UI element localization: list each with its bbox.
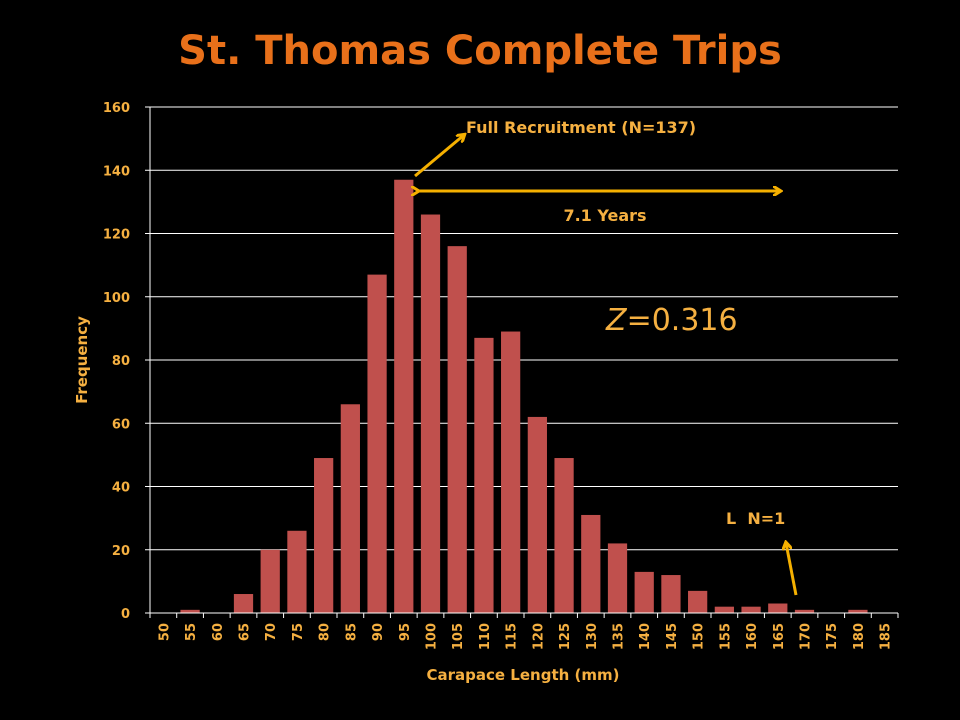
x-tick-label: 185 — [879, 623, 894, 650]
x-tick-labels: 50 55 60 65 70 75 80 85 90 95 100 105 110 115 120 125 13… — [157, 623, 893, 650]
full-recruitment-label: Full Recruitment (N=137) — [466, 118, 696, 137]
bar — [501, 331, 521, 613]
x-tick-label: 160 — [745, 623, 760, 650]
x-tick-label: 170 — [799, 623, 814, 650]
lmax-arrow — [786, 543, 798, 596]
x-tick-label: 60 — [211, 623, 226, 641]
y-tick-label: 140 — [103, 164, 130, 179]
axes — [145, 106, 899, 618]
x-tick-label: 75 — [291, 623, 306, 641]
y-tick-label: 120 — [103, 228, 130, 243]
x-tick-label: 155 — [718, 623, 733, 650]
bar — [714, 606, 734, 613]
x-tick-label: 145 — [665, 623, 680, 650]
x-tick-label: 105 — [451, 623, 466, 650]
bar — [768, 603, 788, 613]
z-value: =0.316 — [627, 303, 738, 338]
x-tick-label: 140 — [638, 623, 653, 650]
x-tick-label: 70 — [264, 623, 279, 641]
bar — [180, 609, 200, 613]
x-tick-label: 90 — [371, 623, 386, 641]
x-tick-label: 120 — [531, 623, 546, 650]
z-label: Z=0.316 — [605, 303, 738, 338]
bar — [581, 514, 601, 613]
x-tick-label: 65 — [238, 623, 253, 641]
bar — [287, 530, 307, 613]
bars — [180, 179, 868, 614]
bar — [314, 458, 334, 613]
x-tick-label: 80 — [318, 623, 333, 641]
bar — [474, 337, 494, 613]
x-tick-label: 125 — [558, 623, 573, 650]
x-tick-label: 110 — [478, 623, 493, 650]
x-tick-label: 100 — [425, 623, 440, 650]
lmax-label: L N=1 — [726, 509, 785, 528]
x-axis-title: Carapace Length (mm) — [427, 666, 620, 684]
y-tick-labels: 0 20 40 60 80 100 120 140 160 — [103, 101, 130, 622]
bar — [447, 246, 467, 613]
bar — [661, 575, 681, 613]
bar — [367, 274, 387, 613]
years-label: 7.1 Years — [563, 206, 646, 225]
x-tick-label: 50 — [157, 623, 172, 641]
y-tick-label: 60 — [112, 417, 130, 432]
bar — [741, 606, 761, 613]
x-tick-label: 55 — [184, 623, 199, 641]
x-tick-label: 135 — [612, 623, 627, 650]
bar — [420, 214, 441, 613]
y-tick-label: 40 — [112, 481, 130, 496]
bar — [527, 416, 547, 613]
z-symbol: Z — [605, 303, 628, 338]
y-tick-label: 20 — [112, 544, 130, 559]
bar — [394, 179, 414, 614]
x-tick-label: 95 — [398, 623, 413, 641]
chart-title: St. Thomas Complete Trips — [178, 28, 782, 74]
x-tick-label: 180 — [852, 623, 867, 650]
y-tick-label: 0 — [121, 607, 130, 622]
bar — [848, 609, 868, 613]
bar — [688, 590, 708, 613]
x-tick-label: 175 — [825, 623, 840, 650]
lmax-suffix: N=1 — [736, 509, 785, 528]
bar — [340, 404, 360, 613]
y-tick-label: 100 — [103, 291, 130, 306]
x-tick-label: 150 — [692, 623, 707, 650]
gridlines — [150, 106, 898, 551]
y-tick-label: 80 — [112, 354, 130, 369]
x-tick-label: 130 — [585, 623, 600, 650]
bar — [554, 458, 574, 613]
y-tick-label: 160 — [103, 101, 130, 116]
bar — [634, 571, 654, 613]
bar — [607, 543, 628, 613]
x-tick-label: 85 — [344, 623, 359, 641]
bar — [260, 549, 280, 613]
full-recruitment-arrow — [414, 135, 464, 178]
y-axis-title: Frequency — [73, 316, 91, 404]
bar — [233, 594, 254, 613]
bar — [794, 609, 815, 613]
x-tick-label: 165 — [772, 623, 787, 650]
x-tick-label: 115 — [505, 623, 520, 650]
lmax-prefix: L — [726, 509, 736, 528]
